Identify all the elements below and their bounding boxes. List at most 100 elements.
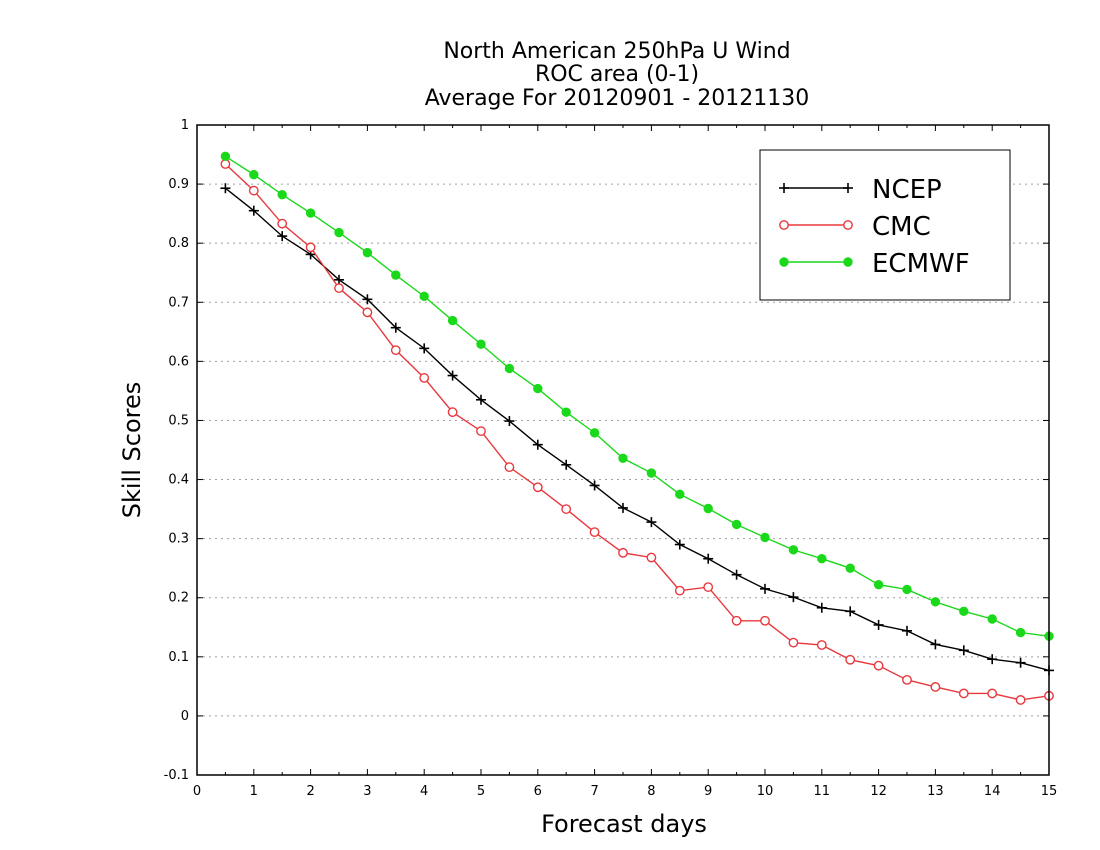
data-point-ecmwf	[703, 503, 713, 514]
data-point-ecmwf	[476, 339, 486, 349]
data-point-ecmwf	[675, 489, 685, 500]
data-point-ncep	[674, 539, 685, 550]
series-line-ncep	[224, 187, 1050, 672]
data-point-ecmwf	[589, 428, 600, 438]
legend-label-ncep: NCEP	[872, 175, 942, 205]
series-layer	[220, 151, 1054, 705]
x-tick-label: 15	[1041, 784, 1058, 799]
data-point-cmc	[674, 585, 685, 596]
data-point-cmc	[362, 307, 373, 318]
data-point-ecmwf	[504, 363, 515, 374]
data-point-cmc	[561, 504, 572, 514]
series-ecmwf	[220, 151, 1054, 641]
y-tick-label: 0.9	[168, 177, 189, 192]
data-point-ecmwf	[561, 407, 571, 417]
legend-items: NCEP CMC ECMWF	[779, 175, 970, 279]
x-tick-label: 14	[984, 784, 1001, 799]
data-point-ncep	[447, 370, 458, 381]
data-point-cmc	[760, 615, 770, 626]
data-point-ecmwf	[618, 453, 628, 463]
data-point-cmc	[305, 242, 316, 253]
data-point-cmc	[845, 654, 856, 665]
x-axis-title: Forecast days	[541, 810, 707, 838]
chart-title-line-2: ROC area (0-1)	[535, 62, 699, 87]
data-point-ecmwf	[533, 383, 543, 394]
data-point-ecmwf	[334, 227, 344, 238]
data-point-cmc	[987, 688, 998, 699]
data-point-ncep	[220, 183, 231, 194]
y-tick-label: 0	[181, 709, 189, 724]
x-tick-label: 13	[927, 784, 944, 799]
data-point-cmc	[589, 527, 600, 538]
y-tick-label: 0.2	[168, 591, 189, 606]
data-point-ncep	[930, 639, 941, 650]
legend-marker-cmc	[843, 220, 853, 230]
y-tick-label: 0.3	[168, 532, 189, 547]
data-point-cmc	[788, 637, 799, 648]
data-point-ncep	[987, 654, 998, 665]
x-tick-label: 1	[250, 784, 258, 799]
data-point-ecmwf	[362, 247, 373, 258]
data-point-ecmwf	[817, 554, 827, 564]
legend-marker-ecmwf	[779, 257, 789, 267]
data-point-ncep	[618, 502, 628, 513]
data-point-ncep	[589, 480, 600, 491]
data-point-ncep	[731, 569, 742, 580]
y-tick-label: 0.8	[168, 236, 189, 251]
legend: NCEP CMC ECMWF	[759, 149, 1011, 301]
legend-item-cmc: CMC	[779, 212, 931, 242]
data-point-cmc	[248, 185, 259, 196]
data-point-ncep	[504, 416, 515, 427]
x-tick-label: 5	[477, 784, 485, 799]
legend-marker-cmc	[779, 220, 789, 230]
data-point-cmc	[816, 640, 827, 650]
data-point-ncep	[561, 459, 572, 470]
data-point-ecmwf	[419, 291, 429, 302]
data-point-cmc	[220, 159, 231, 169]
data-point-ncep	[362, 294, 373, 305]
data-point-ncep	[476, 394, 486, 405]
data-point-ncep	[816, 602, 827, 613]
data-point-ecmwf	[1015, 627, 1026, 638]
x-tick-label: 2	[306, 784, 314, 799]
data-point-ecmwf	[845, 563, 855, 573]
data-point-cmc	[476, 426, 486, 436]
data-point-cmc	[902, 674, 912, 685]
data-point-cmc	[504, 462, 515, 473]
series-cmc	[220, 159, 1054, 705]
legend-marker-ncep	[779, 183, 789, 193]
y-axis-title: Skill Scores	[118, 382, 146, 519]
x-tick-label: 11	[814, 784, 831, 799]
data-point-ecmwf	[902, 584, 912, 595]
chart-title-line-1: North American 250hPa U Wind	[443, 39, 790, 64]
axes: -0.100.10.20.30.40.50.60.70.80.910 1 2 3 4 5 6…	[164, 118, 1058, 799]
data-point-ncep	[703, 553, 714, 564]
y-tick-label: 1	[181, 118, 189, 133]
data-point-ncep	[532, 439, 543, 450]
legend-label-ecmwf: ECMWF	[872, 249, 970, 279]
data-point-ecmwf	[277, 190, 287, 200]
data-point-ecmwf	[930, 597, 941, 607]
x-tick-label: 8	[647, 784, 655, 799]
legend-marker-ncep	[843, 183, 853, 193]
data-point-cmc	[618, 547, 628, 558]
data-point-cmc	[334, 283, 344, 293]
y-tick-label: 0.5	[168, 413, 189, 428]
y-tick-label: 0.4	[168, 473, 189, 488]
legend-label-cmc: CMC	[872, 212, 931, 242]
y-tick-label: 0.6	[168, 354, 189, 369]
x-tick-label: 10	[757, 784, 774, 799]
data-point-ncep	[788, 592, 799, 603]
data-point-ncep	[760, 583, 770, 594]
legend-marker-ecmwf	[843, 257, 853, 267]
data-point-ncep	[419, 343, 430, 354]
grid-lines	[197, 183, 1049, 717]
chart-title-line-3: Average For 20120901 - 20121130	[425, 86, 810, 111]
data-point-cmc	[731, 615, 742, 626]
data-point-cmc	[447, 407, 458, 418]
series-line-ecmwf	[225, 155, 1050, 637]
data-point-ecmwf	[447, 315, 458, 326]
data-point-cmc	[277, 218, 288, 229]
